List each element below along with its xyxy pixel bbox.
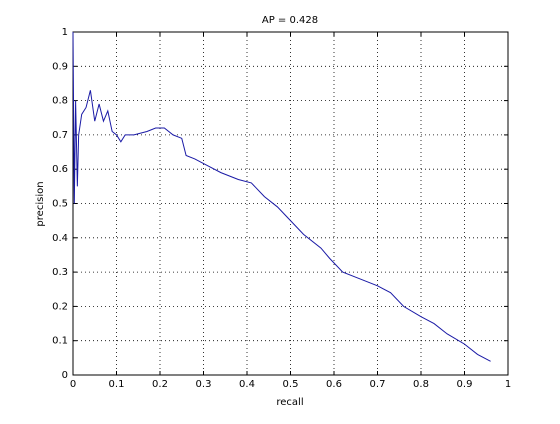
y-tick-label: 0.7 (52, 130, 68, 141)
y-tick-label: 0.2 (52, 301, 68, 312)
x-tick-label: 0.9 (457, 379, 473, 390)
chart-title: AP = 0.428 (262, 15, 318, 26)
y-tick-label: 0 (62, 370, 68, 381)
x-tick-label: 0.2 (152, 379, 168, 390)
y-tick-label: 1 (62, 27, 68, 38)
x-tick-label: 0.3 (196, 379, 212, 390)
y-tick-label: 0.8 (52, 96, 68, 107)
y-tick-label: 0.9 (52, 61, 68, 72)
x-tick-label: 0 (70, 379, 76, 390)
pr-curve (72, 31, 491, 362)
x-tick-label: 0.5 (283, 379, 299, 390)
x-tick-label: 1 (505, 379, 511, 390)
y-tick-label: 0.5 (52, 199, 68, 210)
y-tick-label: 0.3 (52, 267, 68, 278)
x-tick-label: 0.7 (370, 379, 386, 390)
y-axis-label: precision (35, 181, 46, 226)
plot-frame (72, 31, 509, 376)
x-axis-label: recall (276, 397, 303, 408)
x-tick-label: 0.6 (326, 379, 342, 390)
x-tick-label: 0.4 (239, 379, 255, 390)
x-tick-label: 0.8 (413, 379, 429, 390)
y-tick-label: 0.6 (52, 164, 68, 175)
x-tick-label: 0.1 (109, 379, 125, 390)
y-tick-label: 0.4 (52, 233, 68, 244)
y-tick-label: 0.1 (52, 336, 68, 347)
